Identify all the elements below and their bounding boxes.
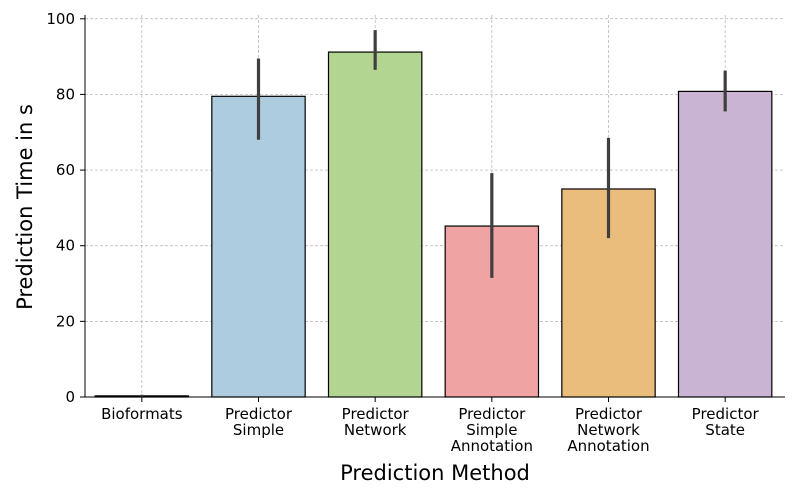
x-axis-title: Prediction Method [340, 461, 530, 485]
x-ticks-group: Bioformats PredictorSimplePredictorNetwor… [101, 397, 760, 455]
y-tick-label: 0 [65, 388, 75, 406]
error-bars-group [140, 30, 727, 397]
x-tick-label: Network [344, 421, 407, 439]
y-tick-label: 20 [56, 312, 75, 330]
x-tick-label: Predictor [692, 405, 760, 423]
x-tick-label: Predictor [225, 405, 293, 423]
axes-group [84, 15, 785, 398]
y-ticks-group: 0 20 40 60 80 100 [46, 10, 85, 406]
x-tick-label: Annotation [451, 437, 533, 455]
y-tick-label: 100 [46, 10, 75, 28]
x-tick-label: Simple [466, 421, 517, 439]
x-tick-label: Annotation [567, 437, 649, 455]
x-tick-label: Simple [233, 421, 284, 439]
y-tick-label: 80 [56, 85, 75, 103]
y-tick-label: 40 [56, 237, 75, 255]
bar [211, 95, 306, 398]
x-tick-label: Bioformats [101, 405, 183, 423]
x-tick-label: Predictor [342, 405, 410, 423]
bars-group [94, 51, 773, 398]
y-tick-label: 60 [56, 161, 75, 179]
x-tick-label: Predictor [458, 405, 526, 423]
y-axis-title: Prediction Time in s [13, 104, 37, 310]
x-tick-label: State [705, 421, 745, 439]
bar [327, 51, 423, 398]
x-tick-label: Predictor [575, 405, 643, 423]
x-tick-label: Network [577, 421, 640, 439]
bar [677, 90, 773, 398]
